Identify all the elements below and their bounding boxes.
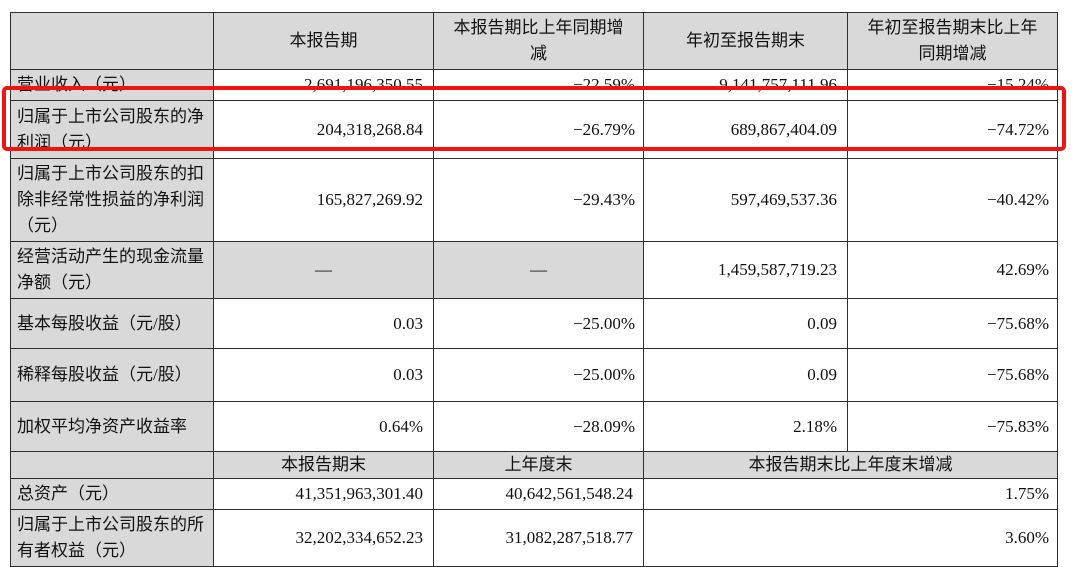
cell-current-period: 0.03 [213,298,434,349]
cell-current-period: — [213,241,434,299]
table-row-shareholders-equity: 归属于上市公司股东的所有者权益（元） 32,202,334,652.23 31,… [10,509,1058,567]
cell-ytd-change: −75.83% [847,401,1058,452]
cell-change-vs-prior-year: −22.59% [433,69,644,101]
cell-ytd-change: −40.42% [847,158,1058,242]
cell-ytd: 2.18% [643,401,848,452]
cell-ytd-change: −75.68% [847,298,1058,349]
cell-ytd: 1,459,587,719.23 [643,241,848,299]
row-label: 营业收入（元） [10,69,214,101]
row-label: 归属于上市公司股东的所有者权益（元） [10,509,214,567]
cell-current-period: 0.64% [213,401,434,452]
cell-end-of-prior-year: 31,082,287,518.77 [433,509,644,567]
subheader-end-of-prior-year: 上年度末 [433,451,644,479]
cell-ytd-change: 42.69% [847,241,1058,299]
row-label: 加权平均净资产收益率 [10,401,214,452]
cell-change-vs-prior-year: −25.00% [433,298,644,349]
subheader-empty-cell [10,451,214,479]
cell-current-period: 2,691,196,350.55 [213,69,434,101]
financial-summary-table: 本报告期 本报告期比上年同期增减 年初至报告期末 年初至报告期末比上年同期增减 … [10,12,1058,567]
key-metrics-table: 本报告期 本报告期比上年同期增减 年初至报告期末 年初至报告期末比上年同期增减 … [10,12,1058,567]
table-row-weighted-avg-roe: 加权平均净资产收益率 0.64% −28.09% 2.18% −75.83% [10,401,1058,452]
cell-change: 1.75% [643,478,1058,510]
row-label: 归属于上市公司股东的扣除非经常性损益的净利润（元） [10,158,214,242]
row-label: 稀释每股收益（元/股） [10,348,214,402]
cell-current-period: 204,318,268.84 [213,100,434,159]
cell-change-vs-prior-year: −26.79% [433,100,644,159]
table-row-diluted-eps: 稀释每股收益（元/股） 0.03 −25.00% 0.09 −75.68% [10,348,1058,402]
row-label: 归属于上市公司股东的净利润（元） [10,100,214,159]
subheader-change-vs-prior-year-end: 本报告期末比上年度末增减 [643,451,1058,479]
cell-change-vs-prior-year: −25.00% [433,348,644,402]
cell-ytd-change: −15.24% [847,69,1058,101]
cell-ytd: 0.09 [643,298,848,349]
header-ytd: 年初至报告期末 [643,12,848,70]
header-ytd-change: 年初至报告期末比上年同期增减 [847,12,1058,70]
cell-end-of-prior-year: 40,642,561,548.24 [433,478,644,510]
subheader-row: 本报告期末 上年度末 本报告期末比上年度末增减 [10,451,1058,479]
table-row-revenue: 营业收入（元） 2,691,196,350.55 −22.59% 9,141,7… [10,69,1058,101]
table-row-operating-cash-flow: 经营活动产生的现金流量净额（元） — — 1,459,587,719.23 42… [10,241,1058,299]
cell-change-vs-prior-year: — [433,241,644,299]
header-change-vs-prior-year: 本报告期比上年同期增减 [433,12,644,70]
cell-ytd-change: −74.72% [847,100,1058,159]
cell-ytd: 9,141,757,111.96 [643,69,848,101]
subheader-end-of-period: 本报告期末 [213,451,434,479]
cell-end-of-period: 32,202,334,652.23 [213,509,434,567]
cell-ytd: 689,867,404.09 [643,100,848,159]
cell-change-vs-prior-year: −29.43% [433,158,644,242]
table-row-total-assets: 总资产（元） 41,351,963,301.40 40,642,561,548.… [10,478,1058,510]
cell-ytd-change: −75.68% [847,348,1058,402]
header-empty-cell [10,12,214,70]
cell-change-vs-prior-year: −28.09% [433,401,644,452]
row-label: 基本每股收益（元/股） [10,298,214,349]
table-row-net-profit-excl-nonrecurring: 归属于上市公司股东的扣除非经常性损益的净利润（元） 165,827,269.92… [10,158,1058,242]
table-row-basic-eps: 基本每股收益（元/股） 0.03 −25.00% 0.09 −75.68% [10,298,1058,349]
cell-ytd: 0.09 [643,348,848,402]
cell-current-period: 0.03 [213,348,434,402]
table-row-net-profit: 归属于上市公司股东的净利润（元） 204,318,268.84 −26.79% … [10,100,1058,159]
cell-change: 3.60% [643,509,1058,567]
row-label: 总资产（元） [10,478,214,510]
cell-end-of-period: 41,351,963,301.40 [213,478,434,510]
header-row: 本报告期 本报告期比上年同期增减 年初至报告期末 年初至报告期末比上年同期增减 [10,12,1058,70]
row-label: 经营活动产生的现金流量净额（元） [10,241,214,299]
cell-ytd: 597,469,537.36 [643,158,848,242]
header-current-period: 本报告期 [213,12,434,70]
cell-current-period: 165,827,269.92 [213,158,434,242]
